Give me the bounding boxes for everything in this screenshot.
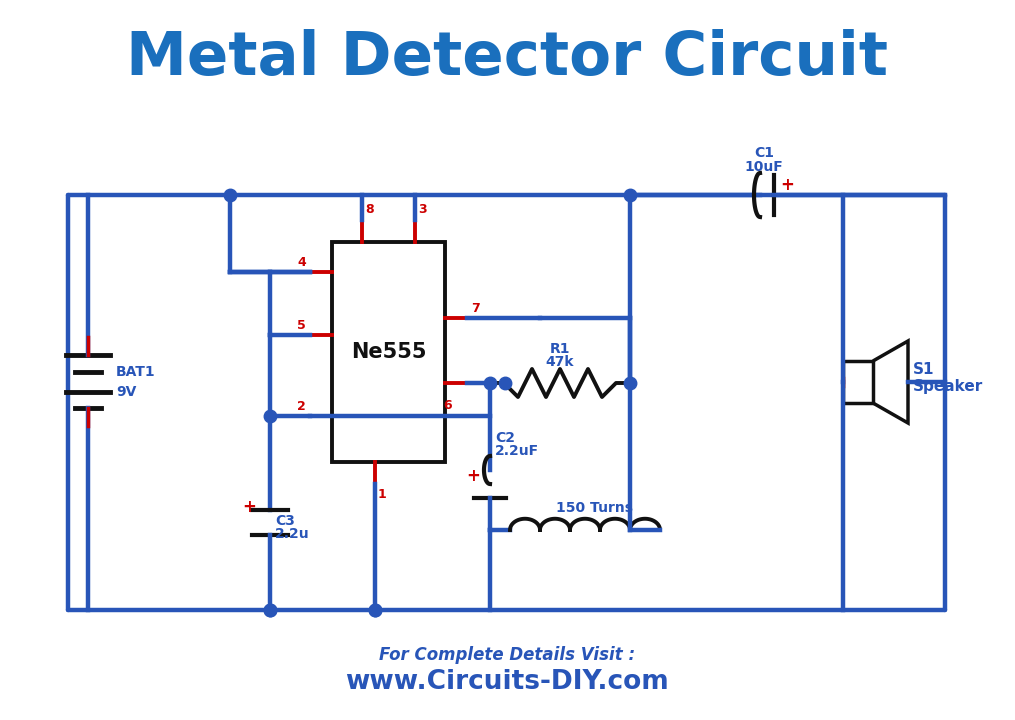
Text: 8: 8 <box>365 203 374 216</box>
Text: 6: 6 <box>443 399 452 412</box>
Text: S1: S1 <box>914 362 935 377</box>
Text: 3: 3 <box>418 203 426 216</box>
Text: For Complete Details Visit :: For Complete Details Visit : <box>379 646 635 664</box>
Text: 7: 7 <box>471 302 480 315</box>
Text: 2.2uF: 2.2uF <box>495 444 539 458</box>
Text: 4: 4 <box>297 256 306 269</box>
Text: 10uF: 10uF <box>745 160 784 174</box>
Text: Ne555: Ne555 <box>351 342 426 362</box>
Bar <box>843 361 873 403</box>
Text: BAT1: BAT1 <box>116 365 155 379</box>
Text: +: + <box>242 498 256 516</box>
Text: C1: C1 <box>754 146 774 160</box>
Text: R1: R1 <box>550 342 570 356</box>
Text: C3: C3 <box>275 514 295 528</box>
Text: 9V: 9V <box>116 385 136 399</box>
Text: +: + <box>780 176 794 194</box>
Text: www.Circuits-DIY.com: www.Circuits-DIY.com <box>345 669 669 695</box>
Text: +: + <box>466 467 480 485</box>
Text: 47k: 47k <box>546 355 574 369</box>
Text: 2.2u: 2.2u <box>275 527 310 541</box>
Text: C2: C2 <box>495 431 515 445</box>
Text: 1: 1 <box>378 488 387 501</box>
Text: 150 Turns: 150 Turns <box>556 501 633 515</box>
Text: 2: 2 <box>297 400 306 413</box>
Text: Speaker: Speaker <box>914 379 984 394</box>
Bar <box>332 242 445 462</box>
Text: 5: 5 <box>297 319 306 332</box>
Text: Metal Detector Circuit: Metal Detector Circuit <box>126 29 888 88</box>
